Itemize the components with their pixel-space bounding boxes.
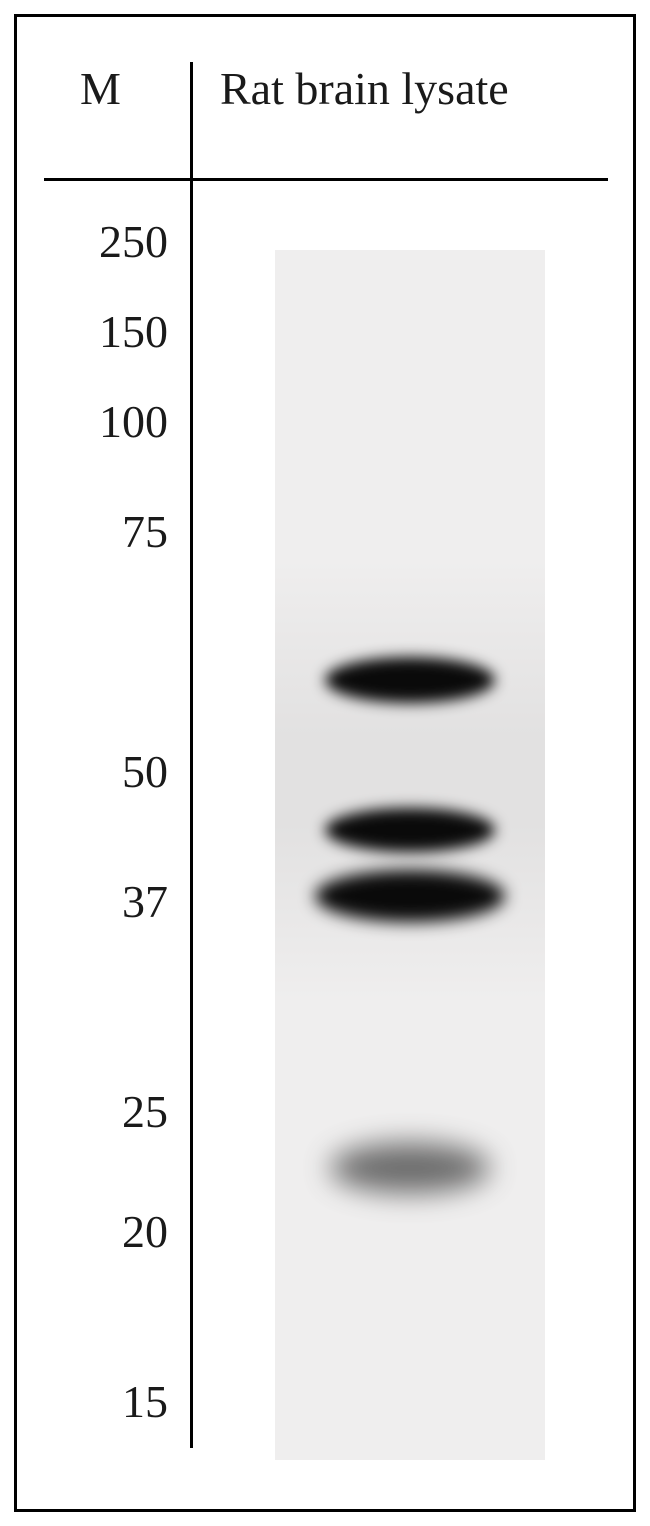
marker-150: 150 bbox=[20, 305, 168, 358]
blot-lane bbox=[275, 250, 545, 1460]
marker-37: 37 bbox=[20, 875, 168, 928]
marker-250: 250 bbox=[20, 215, 168, 268]
band-4 bbox=[330, 1143, 490, 1193]
marker-25: 25 bbox=[20, 1085, 168, 1138]
band-1 bbox=[325, 657, 495, 703]
band-3 bbox=[315, 870, 505, 922]
lane-smudge bbox=[275, 560, 545, 1000]
vertical-divider bbox=[190, 62, 193, 1448]
marker-15: 15 bbox=[20, 1375, 168, 1428]
band-2 bbox=[325, 808, 495, 852]
blot-figure: M Rat brain lysate 250 150 100 75 50 37 25 20 15 bbox=[0, 0, 650, 1526]
lane-column-header: Rat brain lysate bbox=[220, 62, 509, 115]
marker-column-header: M bbox=[80, 62, 121, 115]
marker-50: 50 bbox=[20, 745, 168, 798]
marker-20: 20 bbox=[20, 1205, 168, 1258]
marker-100: 100 bbox=[20, 395, 168, 448]
horizontal-divider bbox=[44, 178, 608, 181]
marker-75: 75 bbox=[20, 505, 168, 558]
